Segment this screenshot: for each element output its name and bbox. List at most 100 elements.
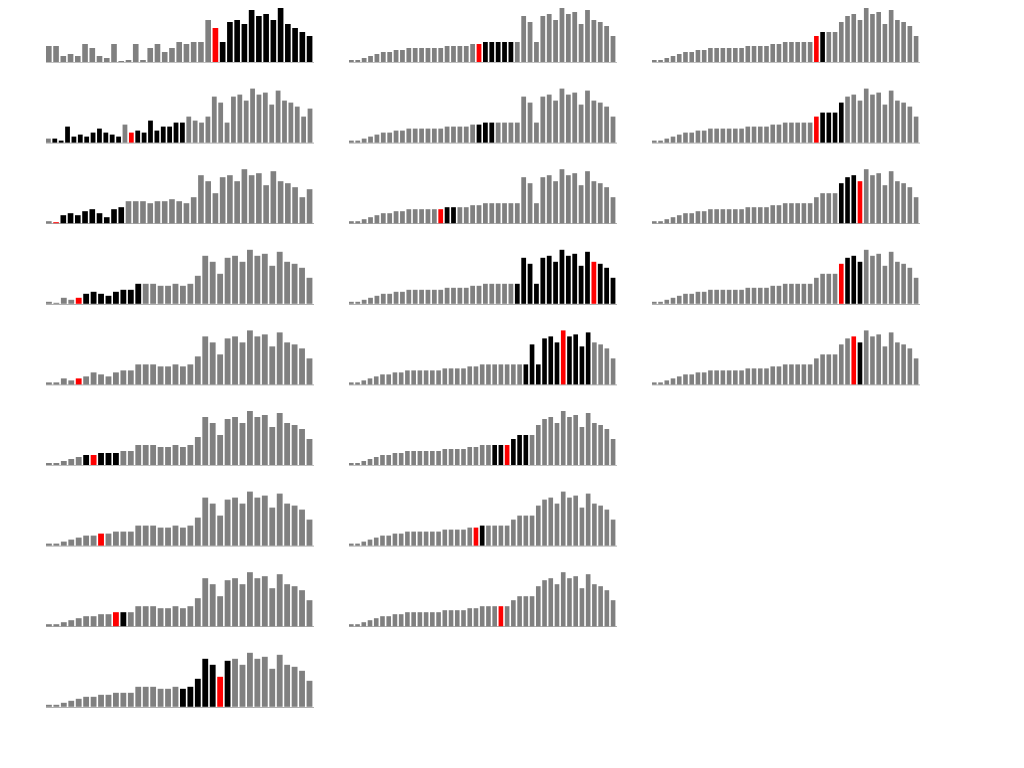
active-bar: [285, 24, 291, 62]
bar: [851, 94, 857, 143]
bar: [380, 535, 385, 546]
bar: [417, 451, 423, 465]
bar: [419, 209, 424, 224]
bar: [361, 380, 367, 385]
bar-panel: [349, 330, 617, 386]
bar: [361, 622, 367, 627]
bar: [209, 503, 216, 546]
bar: [105, 533, 112, 546]
bar: [368, 56, 373, 62]
bar: [504, 525, 510, 546]
bar: [202, 255, 209, 304]
bar: [405, 370, 410, 385]
bar: [857, 20, 863, 62]
bar: [135, 525, 142, 546]
bar: [202, 578, 209, 627]
bar: [243, 100, 249, 143]
bar: [261, 415, 268, 465]
pivot-bar: [560, 330, 566, 385]
bar: [776, 366, 782, 385]
active-bar: [299, 32, 306, 62]
bar: [907, 267, 913, 304]
bar: [695, 372, 701, 385]
bar: [540, 177, 546, 224]
bar: [74, 56, 81, 62]
bar: [814, 358, 819, 385]
bar: [299, 590, 305, 627]
bar: [782, 42, 788, 62]
bar: [105, 376, 112, 385]
bar: [592, 423, 597, 465]
bar: [284, 584, 291, 627]
bar: [209, 423, 216, 465]
bar: [572, 173, 578, 224]
bar: [789, 203, 794, 224]
bar: [554, 584, 560, 627]
bar: [708, 370, 713, 385]
bar-panel: [349, 572, 617, 628]
bar: [572, 92, 578, 143]
bar: [118, 61, 125, 62]
bar: [479, 606, 485, 627]
bar: [451, 46, 456, 62]
active-bar: [479, 525, 485, 546]
bar: [504, 364, 510, 385]
bar: [217, 435, 224, 465]
bar: [239, 261, 246, 304]
bar: [733, 128, 738, 143]
bar: [913, 358, 919, 385]
bar: [560, 411, 566, 465]
bar: [373, 537, 379, 546]
bar: [393, 130, 399, 143]
bar: [658, 382, 663, 385]
active-bar: [476, 124, 482, 143]
bar: [53, 382, 60, 385]
pivot-bar: [498, 606, 504, 627]
bar: [398, 453, 404, 465]
bar: [276, 332, 283, 385]
bar: [142, 364, 149, 385]
bar: [150, 525, 157, 546]
bar: [254, 336, 261, 385]
bar: [127, 531, 134, 546]
bar: [585, 574, 591, 627]
bar: [701, 50, 707, 62]
bar: [895, 342, 900, 385]
bar: [419, 48, 424, 62]
active-bar: [565, 255, 571, 304]
bar: [224, 257, 231, 304]
bar: [444, 287, 450, 304]
bar: [205, 181, 211, 224]
bar: [180, 527, 186, 546]
bar: [180, 608, 186, 627]
bar-panel: [349, 491, 617, 547]
bar: [489, 283, 495, 304]
active-bar: [209, 664, 216, 707]
active-bar: [89, 209, 96, 224]
bar: [224, 122, 230, 143]
bar: [751, 287, 757, 304]
active-bar: [489, 122, 495, 143]
bar: [610, 116, 616, 143]
bar: [269, 104, 275, 143]
bar: [120, 692, 127, 707]
bar: [284, 503, 291, 546]
bar: [489, 203, 495, 224]
bar: [495, 203, 501, 224]
active-bar: [224, 660, 231, 707]
active-bar: [120, 612, 127, 627]
bar: [554, 503, 560, 546]
pivot-bar: [591, 261, 597, 304]
bar: [113, 531, 119, 546]
bar: [147, 203, 154, 224]
bar: [135, 686, 142, 707]
bar: [150, 606, 157, 627]
bar: [180, 366, 186, 385]
bar: [423, 531, 429, 546]
active-bar: [306, 36, 313, 62]
bar: [658, 221, 663, 224]
bar: [479, 364, 485, 385]
bar: [795, 42, 800, 62]
bar: [442, 449, 448, 465]
bar: [770, 285, 776, 304]
